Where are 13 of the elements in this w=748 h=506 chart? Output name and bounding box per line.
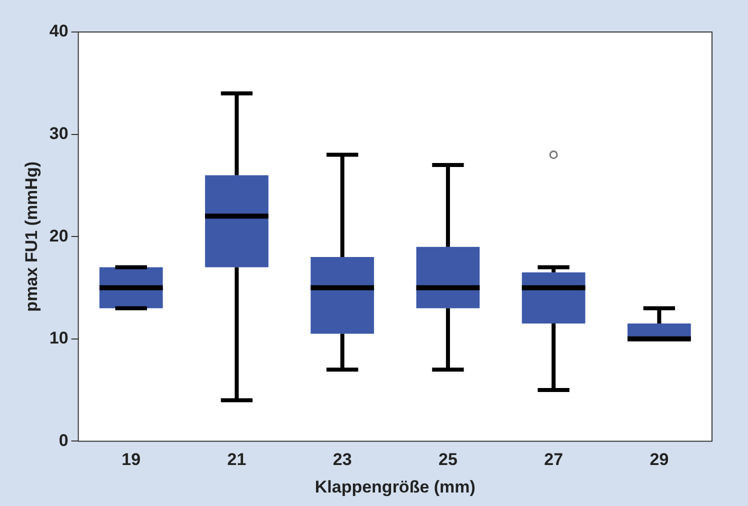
y-tick-label: 30: [49, 124, 68, 143]
y-tick-label: 40: [49, 22, 68, 41]
x-tick-label: 27: [544, 450, 564, 470]
x-tick-label: 19: [122, 450, 141, 470]
x-tick-label: 25: [438, 450, 458, 470]
y-tick-label: 10: [49, 328, 68, 348]
y-tick-label: 20: [49, 226, 68, 246]
y-tick-label: 0: [58, 430, 68, 450]
x-tick-label: 29: [650, 450, 669, 470]
x-tick-label: 23: [332, 450, 352, 470]
x-axis-title: Klappengröße (mm): [314, 477, 476, 496]
y-axis-title: pmax FU1 (mmHg): [22, 162, 41, 312]
x-tick-label: 21: [227, 450, 246, 470]
